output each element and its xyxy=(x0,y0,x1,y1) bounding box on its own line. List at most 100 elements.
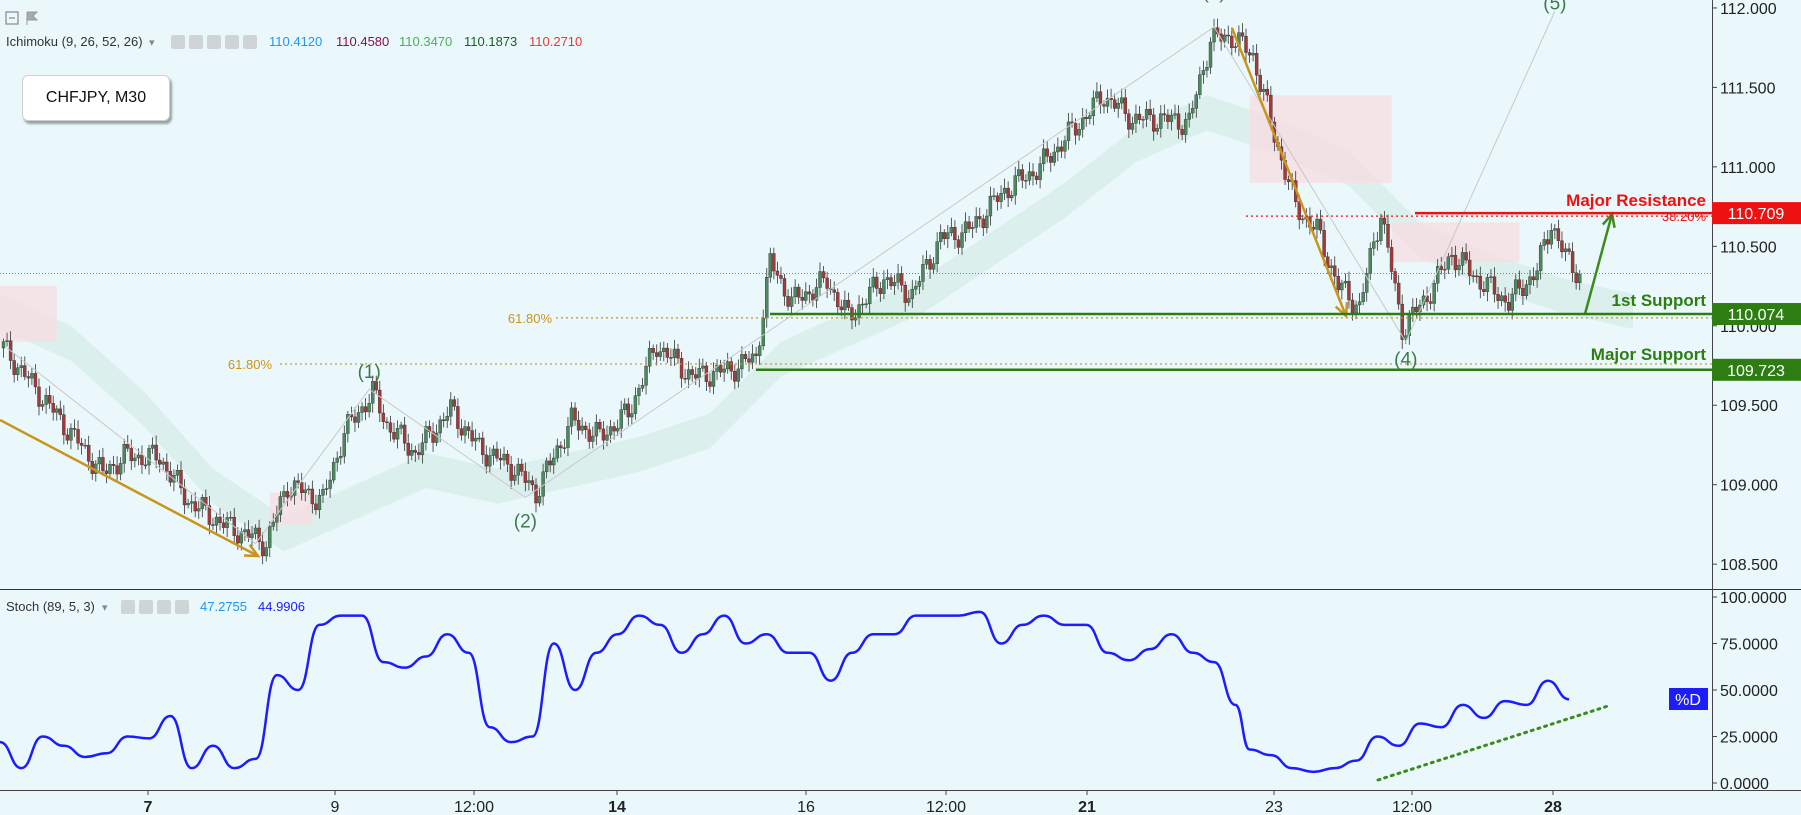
candle xyxy=(679,357,684,379)
candle xyxy=(1180,129,1184,135)
candle xyxy=(23,365,27,377)
candle xyxy=(1521,288,1525,297)
candle xyxy=(395,428,400,440)
candle xyxy=(1560,240,1564,253)
candle xyxy=(839,306,843,311)
candle xyxy=(16,367,20,375)
candle xyxy=(1120,97,1124,104)
candle xyxy=(523,471,528,483)
candle xyxy=(1570,251,1575,274)
settings-icon[interactable] xyxy=(171,35,185,49)
candle xyxy=(594,421,599,437)
candle xyxy=(516,463,520,476)
candle xyxy=(360,406,364,413)
candle xyxy=(317,495,322,511)
price-tick-label: 110.500 xyxy=(1720,239,1777,256)
plus-icon[interactable] xyxy=(225,35,239,49)
gear-icon[interactable] xyxy=(139,600,153,614)
stoch-tick-label: 50.0000 xyxy=(1720,683,1778,700)
candle xyxy=(189,501,194,504)
candle xyxy=(250,533,254,538)
candle xyxy=(197,508,201,512)
candle xyxy=(374,381,378,391)
candle xyxy=(864,303,868,305)
candle xyxy=(871,276,875,288)
candle xyxy=(452,399,457,407)
gear-icon[interactable] xyxy=(189,35,203,49)
candle xyxy=(1400,303,1404,340)
candle xyxy=(868,286,872,304)
candle xyxy=(459,428,464,436)
candle xyxy=(1141,119,1145,121)
candle xyxy=(757,345,762,356)
wave-label: (1) xyxy=(358,362,381,383)
candle xyxy=(264,547,268,557)
candle xyxy=(999,193,1003,202)
symbol-label: CHFJPY, M30 xyxy=(45,89,147,106)
candle xyxy=(836,292,840,308)
candle xyxy=(878,288,883,294)
candle xyxy=(754,353,758,356)
eye-icon[interactable] xyxy=(121,600,135,614)
collapse-icon[interactable] xyxy=(5,11,19,25)
candle xyxy=(1372,241,1376,249)
stoch-series-tag xyxy=(1669,688,1708,710)
candle xyxy=(86,444,91,462)
candle xyxy=(1510,293,1514,311)
candle xyxy=(331,462,336,481)
candle xyxy=(875,276,879,289)
candle xyxy=(715,365,719,372)
candle xyxy=(346,414,350,434)
candle xyxy=(104,470,109,474)
candle xyxy=(939,232,943,242)
candle xyxy=(1542,239,1546,246)
price-tick-label: 111.000 xyxy=(1720,160,1776,177)
candle xyxy=(1375,240,1380,242)
candle xyxy=(466,426,471,431)
stoch-value: 44.9906 xyxy=(258,599,305,614)
candle xyxy=(584,425,588,430)
stoch-value: 47.2755 xyxy=(200,599,247,614)
candle xyxy=(1127,113,1131,130)
candle xyxy=(896,273,900,283)
candle xyxy=(1286,179,1291,182)
candle xyxy=(1020,169,1025,181)
candle xyxy=(726,361,730,370)
price-tick-label: 109.000 xyxy=(1720,478,1778,495)
candle xyxy=(37,386,41,407)
level-price-tag xyxy=(1712,202,1801,225)
level-price-value: 110.074 xyxy=(1728,307,1785,324)
candle xyxy=(644,365,648,386)
candle xyxy=(1198,74,1202,95)
candle xyxy=(786,296,790,307)
candle xyxy=(1134,113,1138,124)
candle xyxy=(630,413,634,418)
candle xyxy=(804,291,808,301)
candle xyxy=(1169,114,1174,122)
stoch-tick-label: 100.0000 xyxy=(1720,590,1787,607)
candle xyxy=(722,368,726,373)
candle xyxy=(300,482,304,493)
candle xyxy=(1336,276,1341,291)
level-label: Major Support xyxy=(1591,345,1707,364)
flag-icon[interactable] xyxy=(26,11,39,25)
candle xyxy=(1201,70,1206,75)
candle xyxy=(79,442,84,446)
candle xyxy=(1091,97,1096,117)
braces-icon[interactable] xyxy=(207,35,221,49)
candle xyxy=(907,298,911,303)
candle xyxy=(921,264,925,282)
plus-icon[interactable] xyxy=(157,600,171,614)
close-icon[interactable] xyxy=(243,35,257,49)
candle xyxy=(718,365,723,373)
candle xyxy=(1439,266,1443,270)
candle xyxy=(26,376,31,379)
candle xyxy=(1031,171,1035,177)
close-icon[interactable] xyxy=(175,600,189,614)
candle xyxy=(1240,32,1245,37)
candle xyxy=(509,464,513,481)
candle xyxy=(260,541,265,557)
candle xyxy=(1,341,6,349)
candle xyxy=(1361,292,1365,302)
trend-arrow-down-head xyxy=(243,543,261,558)
